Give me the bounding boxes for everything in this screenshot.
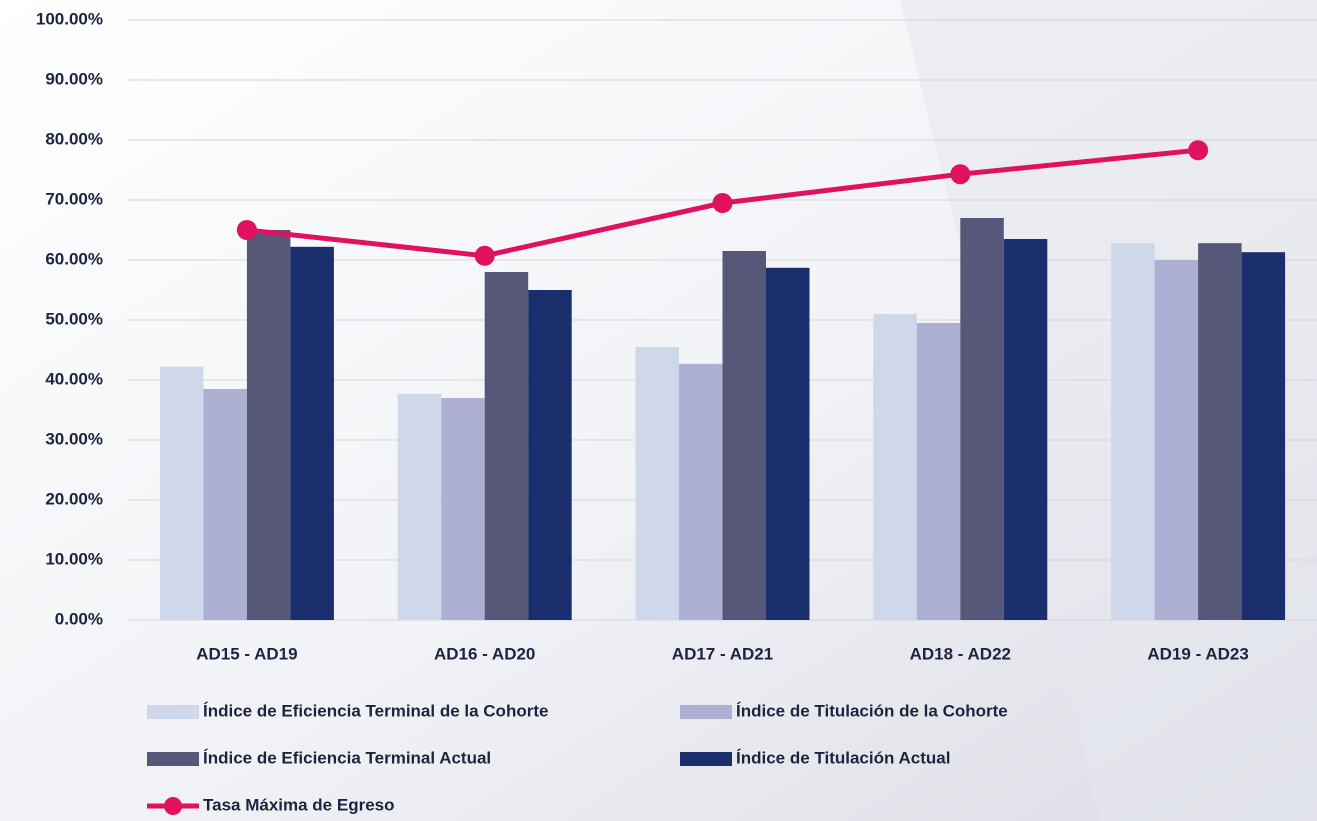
y-tick-label: 100.00% <box>36 9 103 28</box>
legend-label: Índice de Eficiencia Terminal Actual <box>203 748 491 767</box>
legend-label: Índice de Titulación Actual <box>736 748 950 767</box>
line-marker <box>1188 140 1209 161</box>
x-tick-label: AD19 - AD23 <box>1147 644 1248 663</box>
bar <box>1241 252 1286 620</box>
bar <box>1198 243 1242 620</box>
legend-swatch <box>680 705 732 719</box>
bar <box>246 230 291 620</box>
legend-label: Índice de Eficiencia Terminal de la Coho… <box>203 701 548 720</box>
bar <box>916 323 961 620</box>
x-tick-label: AD18 - AD22 <box>910 644 1011 663</box>
bar <box>960 218 1004 620</box>
legend-swatch <box>680 752 732 766</box>
bar <box>441 398 485 620</box>
legend-label: Índice de Titulación de la Cohorte <box>736 701 1008 720</box>
bar <box>528 290 572 620</box>
y-tick-label: 70.00% <box>45 189 103 208</box>
bar <box>159 366 204 620</box>
line-marker <box>712 193 733 213</box>
bar <box>766 267 810 620</box>
y-tick-label: 30.00% <box>45 429 103 448</box>
x-tick-label: AD16 - AD20 <box>434 644 535 663</box>
bar <box>873 314 917 620</box>
line-marker <box>474 245 495 266</box>
bar <box>679 363 723 620</box>
y-tick-label: 10.00% <box>45 549 103 568</box>
x-tick-label: AD15 - AD19 <box>196 644 297 663</box>
x-tick-label: AD17 - AD21 <box>672 644 773 663</box>
legend-label: Tasa Máxima de Egreso <box>203 795 395 814</box>
bar <box>397 393 442 620</box>
bar <box>290 246 334 621</box>
y-tick-label: 90.00% <box>45 69 103 88</box>
bar <box>1154 260 1199 620</box>
bar <box>484 272 529 620</box>
line-marker <box>950 164 971 185</box>
line-marker <box>236 220 257 240</box>
bar <box>722 251 766 620</box>
y-tick-label: 60.00% <box>45 249 103 268</box>
legend-marker <box>164 797 182 815</box>
y-tick-label: 40.00% <box>45 369 103 388</box>
bar <box>635 347 679 620</box>
legend-swatch <box>147 705 199 719</box>
y-tick-label: 0.00% <box>55 609 103 628</box>
legend-swatch <box>147 752 199 766</box>
y-tick-label: 80.00% <box>45 129 103 148</box>
y-tick-label: 20.00% <box>45 489 103 508</box>
bar <box>1111 243 1155 620</box>
bar <box>203 389 247 620</box>
bar <box>1003 239 1048 620</box>
y-tick-label: 50.00% <box>45 309 103 328</box>
